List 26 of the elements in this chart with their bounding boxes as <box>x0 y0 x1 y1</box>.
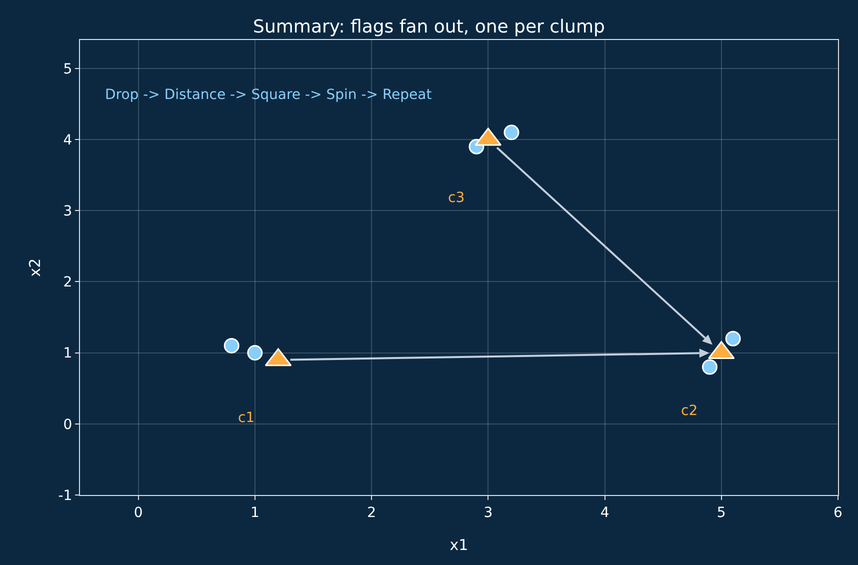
annotation: c2 <box>681 403 698 419</box>
x-tick-label: 3 <box>484 504 493 521</box>
annotation: c1 <box>238 410 255 426</box>
annotation: c3 <box>448 190 465 206</box>
x-tick-label: 1 <box>250 504 260 521</box>
y-tick-label: 4 <box>63 132 72 148</box>
point <box>702 359 718 375</box>
x-tick-label: 2 <box>367 504 376 521</box>
point <box>224 338 240 354</box>
y-tick-label: -1 <box>58 488 72 504</box>
y-tick-label: 0 <box>63 416 72 433</box>
x-tick-label: 5 <box>716 504 726 521</box>
y-tick-label: 2 <box>63 274 72 291</box>
y-tick-label: 3 <box>63 204 72 220</box>
chart-title: Summary: flags fan out, one per clump <box>253 16 605 38</box>
annotation: Drop -> Distance -> Square -> Spin -> Repeat <box>105 87 432 103</box>
x-tick-label: 4 <box>600 504 610 521</box>
x-tick-label: 6 <box>834 504 843 521</box>
point <box>725 330 741 346</box>
x-tick-label: 0 <box>134 504 143 521</box>
x-axis-title: x1 <box>450 536 468 554</box>
y-axis-title: x2 <box>26 258 44 277</box>
y-tick-label: 5 <box>63 61 72 78</box>
point <box>504 124 520 140</box>
point <box>247 345 263 361</box>
y-tick-label: 1 <box>63 346 72 362</box>
